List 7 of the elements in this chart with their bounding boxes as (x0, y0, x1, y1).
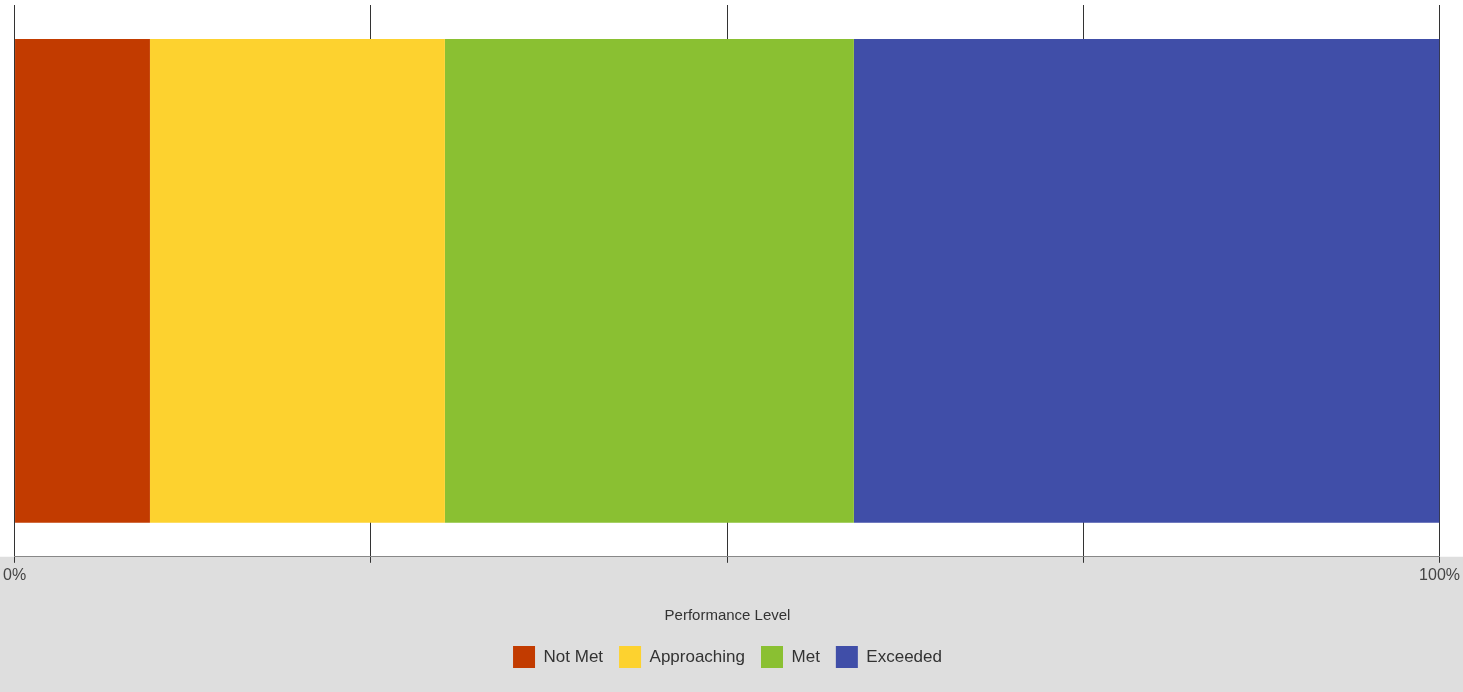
legend-label: Met (791, 646, 821, 666)
x-tick-label: 0% (3, 565, 27, 583)
x-tick-label: 100% (1419, 565, 1460, 583)
legend-title: Performance Level (664, 605, 791, 623)
legend-label: Approaching (649, 646, 746, 666)
legend-label: Not Met (543, 646, 604, 666)
legend-label: Exceeded (866, 646, 942, 666)
